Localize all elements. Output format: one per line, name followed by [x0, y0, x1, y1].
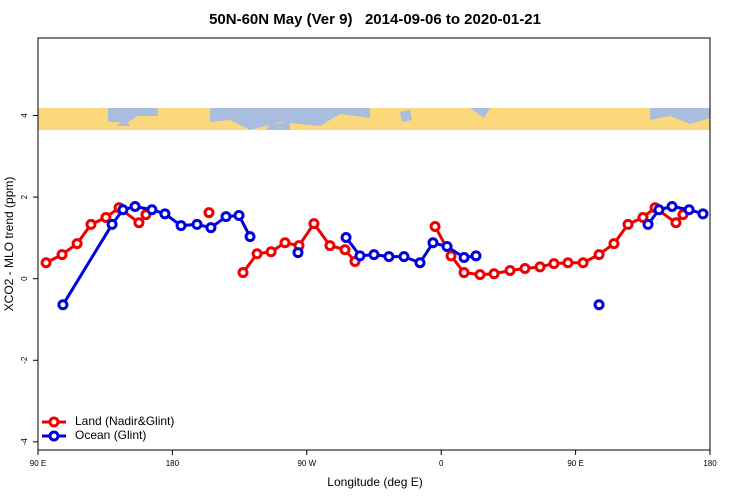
series-point	[292, 247, 304, 259]
x-tick-label: 90 W	[297, 459, 316, 468]
series-point	[237, 267, 249, 279]
legend-label: Land (Nadir&Glint)	[75, 414, 174, 428]
series-point	[106, 218, 118, 230]
series-point	[133, 217, 145, 229]
series-point	[593, 299, 605, 311]
series-point	[562, 257, 574, 269]
series-point	[445, 250, 457, 262]
y-axis-label: XCO2 - MLO trend (ppm)	[2, 177, 16, 312]
legend-label: Ocean (Glint)	[75, 428, 146, 442]
series-point	[458, 251, 470, 263]
series-point	[308, 218, 320, 230]
series-point	[593, 249, 605, 261]
series-point	[175, 220, 187, 232]
series-point	[548, 258, 560, 270]
series-point	[100, 211, 112, 223]
plot-frame	[37, 37, 711, 451]
series-point	[398, 251, 410, 263]
series-point	[233, 209, 245, 221]
series-point	[470, 250, 482, 262]
series-point	[57, 299, 69, 311]
y-tick-label: 0	[20, 276, 29, 281]
x-tick-label: 180	[166, 459, 180, 468]
series-point	[458, 267, 470, 279]
series-point	[279, 237, 291, 249]
series-point	[488, 268, 500, 280]
legend-marker	[48, 416, 60, 428]
series-point	[146, 204, 158, 216]
x-tick-label: 90 E	[30, 459, 46, 468]
series-point	[56, 249, 68, 261]
series-point	[339, 244, 351, 256]
series-point	[324, 240, 336, 252]
series-point	[642, 218, 654, 230]
series-point	[427, 237, 439, 249]
series-point	[519, 262, 531, 274]
series-point	[666, 200, 678, 212]
series-point	[670, 217, 682, 229]
y-tick-label: -2	[20, 356, 29, 364]
series-point	[354, 250, 366, 262]
y-tick-label: -4	[20, 438, 29, 446]
x-tick-label: 90 E	[567, 459, 583, 468]
x-axis-label: Longitude (deg E)	[327, 475, 422, 489]
series-point	[697, 208, 709, 220]
x-tick-label: 0	[439, 459, 444, 468]
series-point	[441, 240, 453, 252]
series-point	[383, 251, 395, 263]
series-point	[622, 218, 634, 230]
series-point	[244, 231, 256, 243]
series-point	[205, 222, 217, 234]
series-point	[265, 246, 277, 258]
series-point	[534, 261, 546, 273]
series-point	[71, 238, 83, 250]
series-point	[429, 220, 441, 232]
x-tick-label: 180	[703, 459, 717, 468]
series-line	[344, 236, 477, 265]
series-point	[637, 211, 649, 223]
series-point	[683, 204, 695, 216]
series-point	[40, 257, 52, 269]
legend-marker	[48, 430, 60, 442]
series-point	[608, 238, 620, 250]
series-point	[117, 204, 129, 216]
series-point	[159, 208, 171, 220]
series-point	[340, 231, 352, 243]
series-point	[414, 257, 426, 269]
series-point	[653, 204, 665, 216]
chart-title: 50N-60N May (Ver 9) 2014-09-06 to 2020-0…	[209, 11, 541, 28]
y-tick-label: 2	[20, 194, 29, 199]
series-point	[577, 257, 589, 269]
y-tick-label: 4	[20, 113, 29, 118]
series-point	[220, 211, 232, 223]
series-point	[203, 207, 215, 219]
series-point	[191, 218, 203, 230]
series-point	[85, 218, 97, 230]
series-point	[504, 265, 516, 277]
series-point	[251, 248, 263, 260]
series-point	[474, 269, 486, 281]
map-strip	[38, 108, 710, 130]
series-point	[129, 200, 141, 212]
series-point	[368, 249, 380, 261]
